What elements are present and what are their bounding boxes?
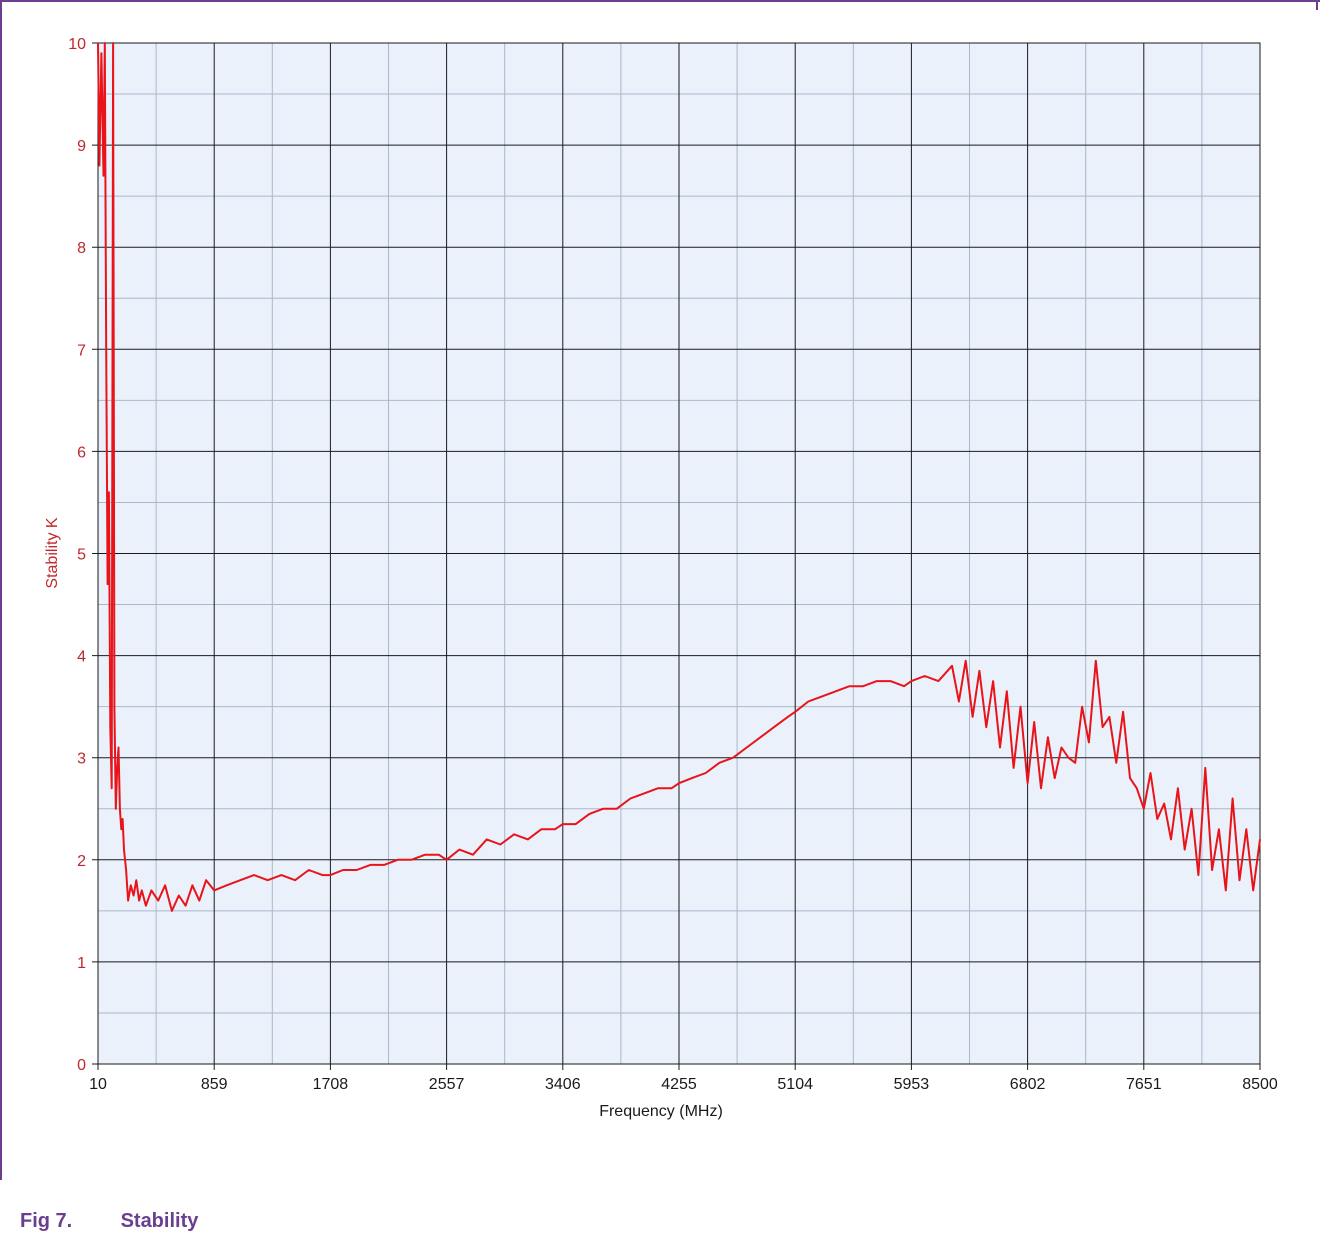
x-tick-label: 5953 bbox=[894, 1076, 930, 1093]
series-line-stability-k bbox=[97, 42, 1261, 912]
x-tick-labels: 10 859 1708 2557 3406 4255 5104 5953 6802 7651 850… bbox=[89, 1076, 1278, 1093]
y-axis-label: Stability K bbox=[44, 517, 61, 588]
y-tick-label: 4 bbox=[77, 649, 86, 666]
y-tick-label: 8 bbox=[77, 240, 86, 257]
x-tick-label: 10 bbox=[89, 1076, 107, 1093]
y-tick-label: 0 bbox=[77, 1057, 86, 1074]
page-frame-top bbox=[0, 0, 1320, 2]
y-tick-label: 6 bbox=[77, 444, 86, 461]
series-layer bbox=[97, 42, 1261, 912]
y-tick-label: 7 bbox=[77, 342, 86, 359]
x-tick-label: 2557 bbox=[429, 1076, 465, 1093]
y-tick-label: 5 bbox=[77, 547, 86, 564]
y-tick-label: 10 bbox=[68, 36, 86, 53]
x-tick-label: 1708 bbox=[313, 1076, 349, 1093]
figure-caption: Fig 7. Stability bbox=[20, 1210, 198, 1233]
page-frame-right bbox=[1316, 0, 1318, 10]
stability-chart: 0 1 2 3 4 5 6 7 8 9 10 10 859 1708 2557 3406 4255 5104 59… bbox=[44, 36, 1278, 1120]
x-tick-label: 6802 bbox=[1010, 1076, 1046, 1093]
y-tick-label: 2 bbox=[77, 853, 86, 870]
x-tick-label: 7651 bbox=[1126, 1076, 1162, 1093]
plot-border bbox=[97, 42, 1261, 1065]
x-tick-label: 3406 bbox=[545, 1076, 581, 1093]
y-tick-label: 9 bbox=[77, 138, 86, 155]
x-tick-label: 4255 bbox=[661, 1076, 697, 1093]
y-tick-label: 3 bbox=[77, 751, 86, 768]
x-tick-label: 859 bbox=[201, 1076, 228, 1093]
x-tick-label: 8500 bbox=[1242, 1076, 1278, 1093]
y-tick-labels: 0 1 2 3 4 5 6 7 8 9 10 bbox=[68, 36, 86, 1074]
figure-title: Stability bbox=[120, 1210, 199, 1232]
y-tick-label: 1 bbox=[77, 955, 86, 972]
figure-number: Fig 7. bbox=[20, 1210, 73, 1232]
x-tick-label: 5104 bbox=[777, 1076, 813, 1093]
x-axis-label: Frequency (MHz) bbox=[599, 1103, 723, 1120]
page-frame-left bbox=[0, 0, 2, 1180]
